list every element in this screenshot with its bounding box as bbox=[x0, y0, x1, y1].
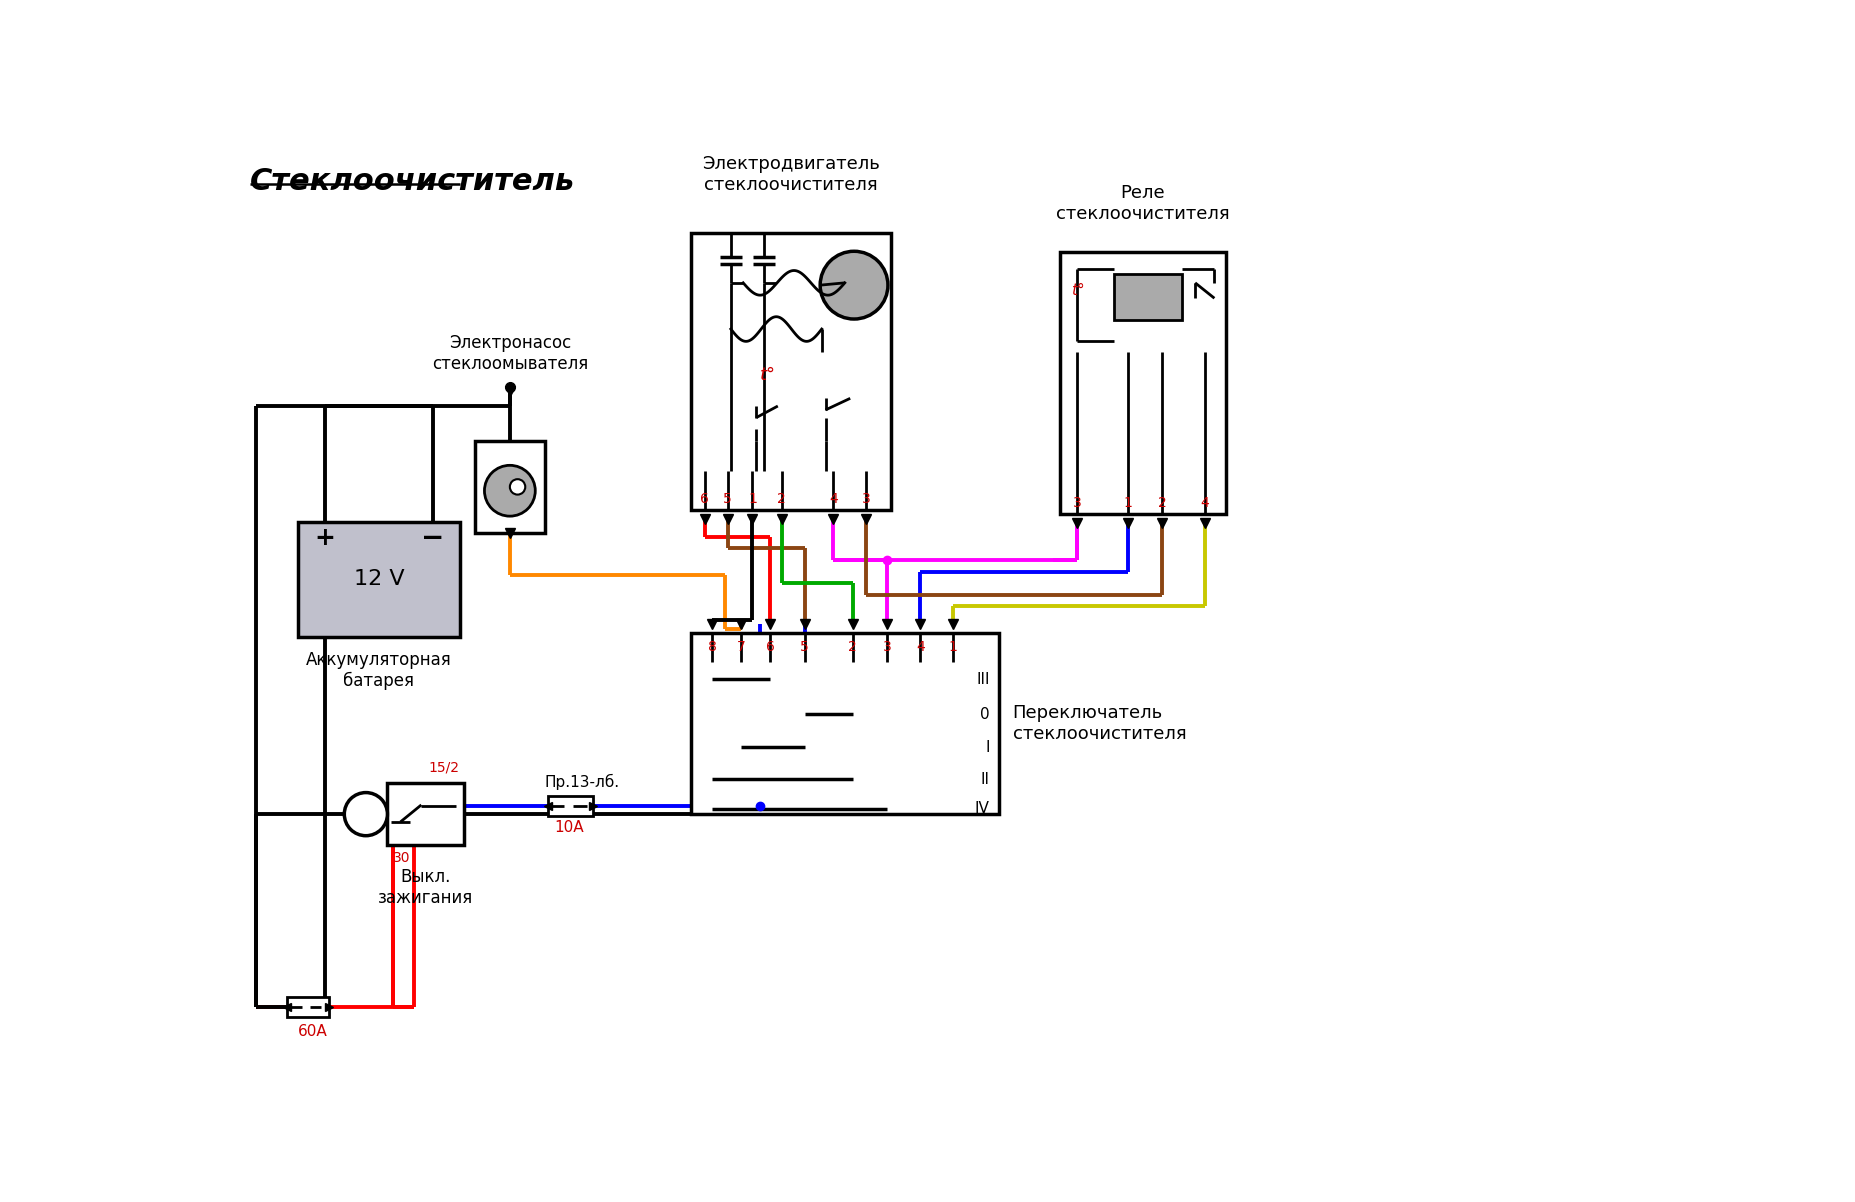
Text: 10А: 10А bbox=[555, 820, 584, 835]
Text: t°: t° bbox=[1070, 282, 1083, 298]
Text: 5: 5 bbox=[723, 492, 733, 506]
Text: Реле
стеклоочистителя: Реле стеклоочистителя bbox=[1055, 184, 1230, 222]
Text: Выкл.
зажигания: Выкл. зажигания bbox=[378, 868, 473, 906]
Text: 6: 6 bbox=[766, 639, 775, 654]
Text: +: + bbox=[315, 526, 336, 551]
Bar bbox=[549, 797, 594, 816]
Text: 1: 1 bbox=[1124, 496, 1133, 510]
Text: Пр.13-лб.: Пр.13-лб. bbox=[545, 773, 620, 790]
Text: 2: 2 bbox=[777, 492, 787, 506]
Text: IV: IV bbox=[974, 802, 989, 816]
Text: 60А: 60А bbox=[299, 1024, 328, 1039]
Text: 4: 4 bbox=[916, 639, 924, 654]
Text: 6: 6 bbox=[699, 492, 709, 506]
Text: 15/2: 15/2 bbox=[429, 760, 460, 774]
Text: 4: 4 bbox=[1200, 496, 1209, 510]
Bar bbox=[299, 522, 460, 637]
Text: 2: 2 bbox=[1158, 496, 1167, 510]
Text: 7: 7 bbox=[736, 639, 746, 654]
Text: Аккумуляторная
батарея: Аккумуляторная батарея bbox=[306, 651, 453, 690]
Text: 2: 2 bbox=[848, 639, 857, 654]
Text: Стеклоочиститель: Стеклоочиститель bbox=[250, 167, 575, 196]
Text: I: I bbox=[985, 739, 989, 755]
Text: 8: 8 bbox=[709, 639, 716, 654]
Text: −: − bbox=[421, 524, 445, 553]
Bar bbox=[475, 441, 545, 534]
Text: 3: 3 bbox=[883, 639, 892, 654]
Text: 30: 30 bbox=[393, 851, 410, 865]
Text: 1: 1 bbox=[948, 639, 957, 654]
Text: 0: 0 bbox=[979, 707, 989, 721]
Text: II: II bbox=[981, 772, 989, 787]
Text: t°: t° bbox=[761, 367, 775, 385]
Text: 4: 4 bbox=[829, 492, 838, 506]
Bar bbox=[690, 233, 890, 510]
Circle shape bbox=[484, 465, 536, 516]
Bar bbox=[690, 633, 998, 814]
Circle shape bbox=[510, 480, 525, 494]
Text: Электродвигатель
стеклоочистителя: Электродвигатель стеклоочистителя bbox=[701, 155, 879, 195]
Bar bbox=[386, 784, 464, 845]
Text: 3: 3 bbox=[863, 492, 870, 506]
Circle shape bbox=[345, 792, 388, 835]
Bar bbox=[1115, 274, 1182, 320]
Circle shape bbox=[820, 251, 889, 319]
Text: 1: 1 bbox=[748, 492, 757, 506]
Text: 5: 5 bbox=[800, 639, 809, 654]
Bar bbox=[286, 996, 328, 1017]
Text: III: III bbox=[976, 672, 989, 686]
Text: Переключатель
стеклоочистителя: Переключатель стеклоочистителя bbox=[1013, 704, 1187, 743]
Text: Электронасос
стеклоомывателя: Электронасос стеклоомывателя bbox=[432, 334, 588, 373]
Text: 3: 3 bbox=[1072, 496, 1081, 510]
Bar bbox=[1061, 252, 1226, 513]
Text: 12 V: 12 V bbox=[354, 570, 404, 589]
